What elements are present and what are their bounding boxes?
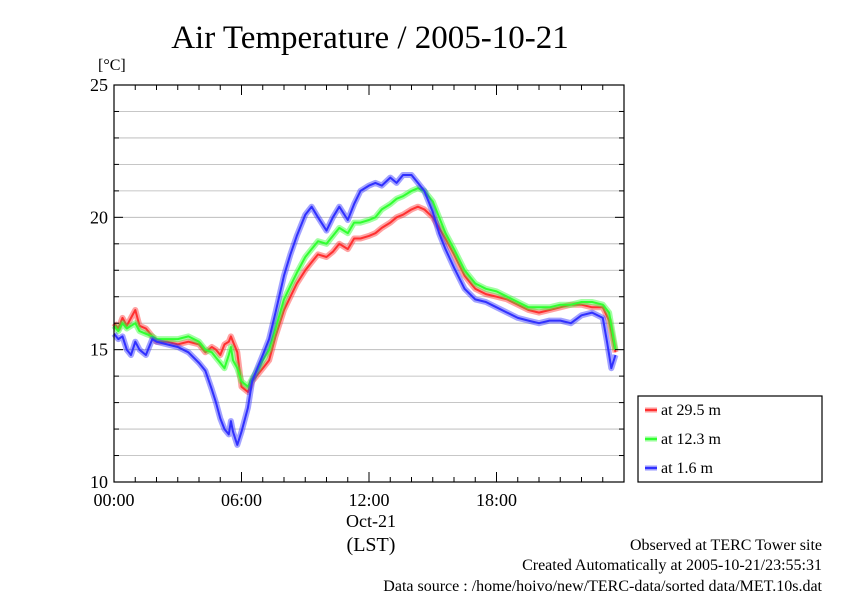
y-tick-label: 15 — [90, 340, 108, 360]
y-tick-label: 25 — [90, 75, 108, 95]
x-tick-label: 18:00 — [476, 490, 517, 510]
legend: at 29.5 m at 12.3 m at 1.6 m — [637, 395, 823, 483]
x-tick-label: 06:00 — [221, 490, 262, 510]
x-tick-label: 12:00 — [348, 490, 389, 510]
y-tick-label: 20 — [90, 207, 108, 227]
series-line-1 — [113, 187, 617, 388]
footer-site: Observed at TERC Tower site — [630, 537, 822, 554]
series-line-0 — [113, 205, 617, 393]
y-axis-unit: [°C] — [98, 57, 126, 74]
grid-lines — [114, 111, 624, 456]
x-date-label: Oct-21 — [346, 511, 396, 531]
x-tick-label: 00:00 — [93, 490, 134, 510]
x-axis-label: (LST) — [347, 534, 396, 556]
legend-label: at 1.6 m — [661, 460, 714, 477]
footer-created: Created Automatically at 2005-10-21/23:5… — [522, 557, 822, 574]
y-axis-ticks: 10 15 20 25 — [90, 75, 624, 492]
legend-label: at 12.3 m — [661, 431, 722, 448]
plot-frame — [113, 84, 625, 483]
legend-label: at 29.5 m — [661, 402, 722, 419]
legend-box — [637, 395, 823, 483]
series-line-2 — [113, 174, 617, 446]
chart-title: Air Temperature / 2005-10-21 — [171, 20, 569, 56]
y-tick-label: 10 — [90, 472, 108, 492]
series-layer — [111, 172, 619, 448]
footer-source: Data source : /home/hoivo/new/TERC-data/… — [383, 578, 822, 595]
series-glow-0 — [111, 203, 619, 395]
x-axis-ticks: 00:00 06:00 12:00 18:00 — [93, 85, 625, 510]
